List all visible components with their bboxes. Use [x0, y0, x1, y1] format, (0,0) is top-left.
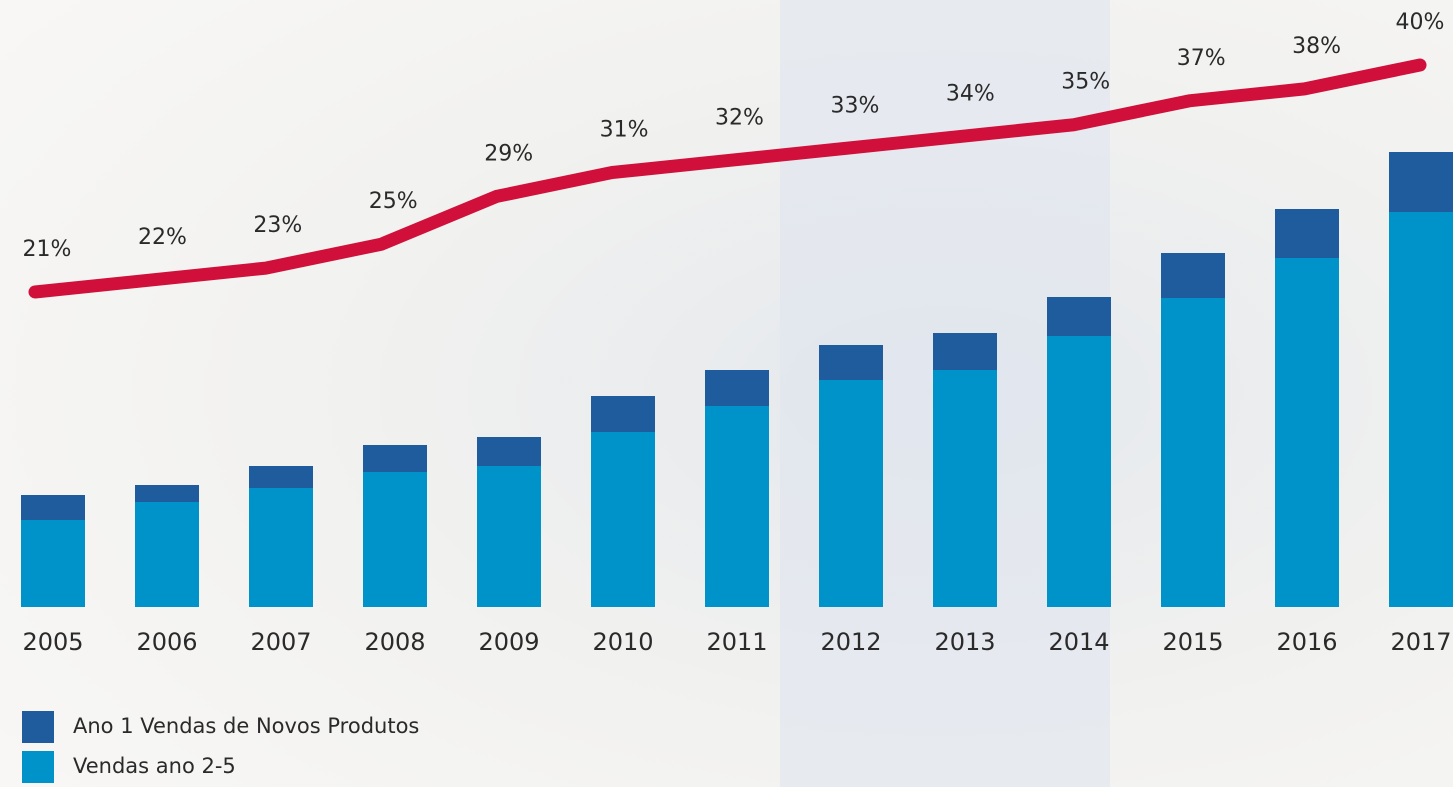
- data-label: 33%: [830, 94, 879, 119]
- bar-segment: [819, 380, 883, 607]
- bar-segment: [363, 445, 427, 472]
- bar-segment: [591, 396, 655, 432]
- x-tick-label: 2017: [1390, 628, 1451, 656]
- x-tick-label: 2014: [1048, 628, 1109, 656]
- bar-segment: [135, 485, 199, 502]
- data-label: 23%: [253, 213, 302, 238]
- bar-segment: [1047, 297, 1111, 336]
- data-label: 29%: [484, 141, 533, 166]
- bar-segment: [1275, 209, 1339, 258]
- bar-segment: [21, 495, 85, 520]
- data-label: 25%: [369, 189, 418, 214]
- legend-swatch: [22, 711, 54, 743]
- bar-segment: [1275, 258, 1339, 607]
- bar-segment: [1047, 336, 1111, 607]
- bar-segment: [1389, 152, 1453, 212]
- data-label: 35%: [1061, 70, 1110, 95]
- bar-segment: [135, 502, 199, 607]
- x-tick-label: 2015: [1162, 628, 1223, 656]
- data-label: 40%: [1396, 10, 1445, 35]
- data-label: 22%: [138, 225, 187, 250]
- bar-segment: [933, 370, 997, 607]
- bar-segment: [249, 466, 313, 488]
- bar-segment: [591, 432, 655, 607]
- bar-segment: [477, 437, 541, 466]
- bar-segment: [477, 466, 541, 607]
- legend-swatch: [22, 751, 54, 783]
- x-tick-label: 2007: [250, 628, 311, 656]
- bar-segment: [21, 520, 85, 607]
- bar-segment: [1161, 253, 1225, 298]
- x-tick-label: 2006: [136, 628, 197, 656]
- data-label: 32%: [715, 106, 764, 131]
- bar-segment: [1389, 212, 1453, 607]
- x-tick-label: 2009: [478, 628, 539, 656]
- bar-segment: [363, 472, 427, 607]
- x-tick-label: 2008: [364, 628, 425, 656]
- data-label: 21%: [23, 237, 72, 262]
- bar-segment: [933, 333, 997, 370]
- x-tick-label: 2005: [22, 628, 83, 656]
- bar-segment: [249, 488, 313, 607]
- x-tick-label: 2016: [1276, 628, 1337, 656]
- bar-segment: [705, 406, 769, 607]
- bar-segment: [1161, 298, 1225, 607]
- legend-label: Ano 1 Vendas de Novos Produtos: [73, 714, 419, 738]
- data-label: 31%: [600, 118, 649, 143]
- data-label: 37%: [1177, 46, 1226, 71]
- bar-segment: [819, 345, 883, 380]
- legend-label: Vendas ano 2-5: [73, 754, 236, 778]
- x-tick-label: 2013: [934, 628, 995, 656]
- bar-segment: [705, 370, 769, 406]
- x-tick-label: 2011: [706, 628, 767, 656]
- data-label: 38%: [1292, 34, 1341, 59]
- x-tick-label: 2012: [820, 628, 881, 656]
- x-tick-label: 2010: [592, 628, 653, 656]
- line: [28, 58, 1427, 299]
- data-label: 34%: [946, 82, 995, 107]
